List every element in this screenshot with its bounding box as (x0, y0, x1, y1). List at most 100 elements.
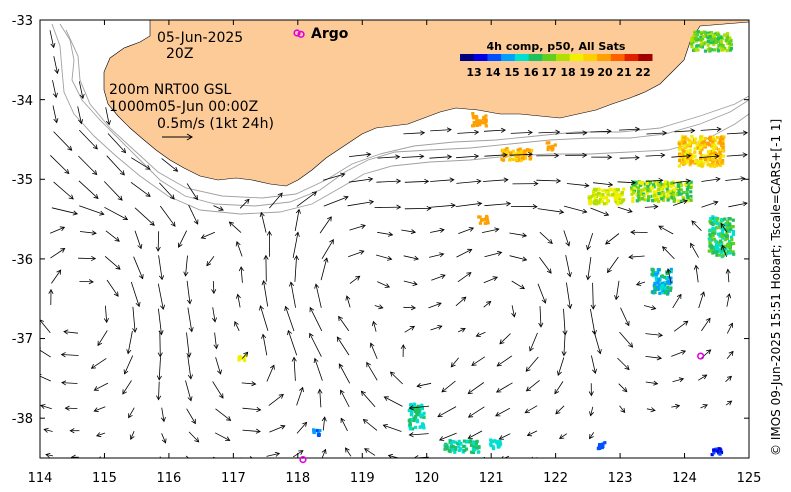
sst-pixel (709, 238, 713, 242)
current-arrow (296, 386, 304, 406)
current-arrow (241, 351, 249, 359)
bathymetry-contours (51, 23, 749, 215)
current-arrow (441, 380, 456, 393)
sst-pixel (688, 152, 693, 156)
current-arrow (90, 358, 107, 369)
current-arrow (471, 356, 486, 366)
current-arrow (590, 128, 612, 134)
sst-pixel (618, 197, 622, 201)
sst-pixel (413, 425, 418, 429)
current-arrow (363, 448, 376, 456)
current-arrow (369, 342, 378, 360)
sst-pixel (689, 198, 693, 202)
sst-pixel (419, 406, 423, 410)
sst-pixel (701, 37, 705, 41)
sst-pixel (645, 181, 649, 186)
sst-pixel (731, 218, 735, 222)
sst-pixel (693, 150, 697, 154)
current-arrow (266, 364, 275, 382)
sst-pixel (661, 195, 665, 199)
current-arrow (455, 201, 483, 207)
sst-pixel (469, 439, 473, 443)
current-arrow (212, 381, 224, 399)
sst-pixel (721, 154, 725, 158)
sst-pixel (603, 441, 607, 445)
current-arrow (590, 282, 596, 310)
current-arrow (78, 180, 99, 199)
current-arrow (52, 105, 59, 124)
sst-pixel (678, 152, 682, 156)
current-arrow (511, 305, 517, 318)
current-arrow (129, 431, 135, 440)
sst-pixel (700, 141, 704, 145)
current-arrow (483, 127, 507, 133)
sst-pixel (662, 283, 667, 287)
sst-pixel (547, 141, 551, 145)
sst-pixel (511, 157, 515, 161)
sst-pixel (727, 217, 731, 221)
current-arrow (49, 30, 56, 49)
current-arrow (375, 254, 393, 261)
sst-pixel (654, 281, 658, 285)
sst-pixel (413, 409, 418, 413)
sst-pixel (451, 447, 455, 451)
scale-arrow-icon (162, 133, 193, 141)
sst-pixel (657, 283, 661, 287)
sst-pixel (686, 199, 690, 203)
sst-pixel (453, 440, 457, 444)
sst-pixel (422, 426, 426, 430)
sst-pixel (719, 218, 723, 222)
sst-pixel (713, 219, 717, 223)
current-arrow (78, 255, 97, 262)
sst-pixel (650, 267, 654, 271)
sst-pixel (474, 441, 478, 445)
current-arrow (690, 242, 699, 258)
colorbar-swatch (569, 54, 584, 61)
sst-pixel (712, 43, 716, 47)
current-arrow (134, 230, 143, 250)
current-arrow (362, 418, 378, 431)
current-arrow (726, 322, 733, 334)
current-arrow (408, 432, 429, 438)
current-arrow (259, 211, 267, 233)
sst-pixel (726, 242, 730, 246)
sst-pixel (672, 183, 676, 188)
x-tick-label: 114 (28, 471, 53, 486)
current-arrow (618, 383, 628, 393)
sst-pixel (656, 280, 660, 284)
sst-pixel (653, 193, 657, 197)
sst-pixel (616, 193, 620, 197)
colorbar-tick: 22 (635, 66, 650, 79)
sst-pixel (648, 189, 652, 193)
colorbar-swatch (610, 54, 626, 61)
sst-satellite-pixels (237, 30, 736, 457)
sst-pixel (653, 289, 657, 293)
sst-pixel (316, 433, 321, 437)
sst-pixel (680, 183, 684, 187)
sst-pixel (730, 225, 734, 229)
sst-pixel (409, 404, 413, 408)
sst-pixel (410, 427, 415, 431)
current-arrow (376, 178, 402, 184)
current-arrow (50, 226, 66, 234)
argo-legend: Argo (293, 26, 349, 42)
current-arrow (672, 377, 685, 383)
sst-pixel (600, 199, 604, 203)
current-arrow (53, 131, 73, 151)
sst-pixel (661, 187, 665, 191)
sst-pixel (474, 443, 478, 447)
current-arrow (483, 276, 498, 284)
sst-pixel (723, 244, 727, 248)
current-arrow (605, 233, 620, 245)
sst-pixel (598, 198, 602, 202)
sst-pixel (456, 441, 460, 446)
sst-pixel (525, 148, 530, 152)
current-arrow (293, 254, 299, 282)
sst-pixel (718, 447, 722, 451)
sst-pixel (723, 217, 727, 221)
current-arrow (287, 329, 298, 356)
sst-pixel (518, 147, 522, 151)
current-arrow (725, 375, 733, 382)
sst-pixel (622, 187, 626, 191)
